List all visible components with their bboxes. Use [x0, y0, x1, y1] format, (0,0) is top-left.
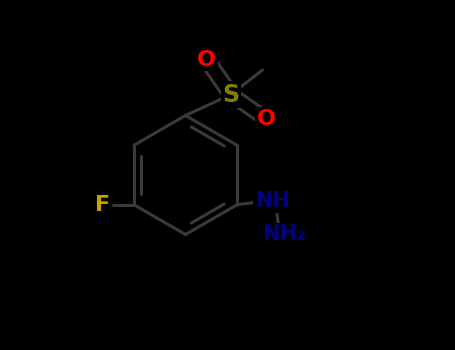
Text: F: F [95, 195, 110, 215]
Text: NH₂: NH₂ [263, 224, 306, 245]
Text: O: O [257, 109, 275, 129]
Text: NH: NH [255, 191, 289, 211]
Text: S: S [222, 83, 240, 106]
Text: O: O [197, 49, 216, 70]
